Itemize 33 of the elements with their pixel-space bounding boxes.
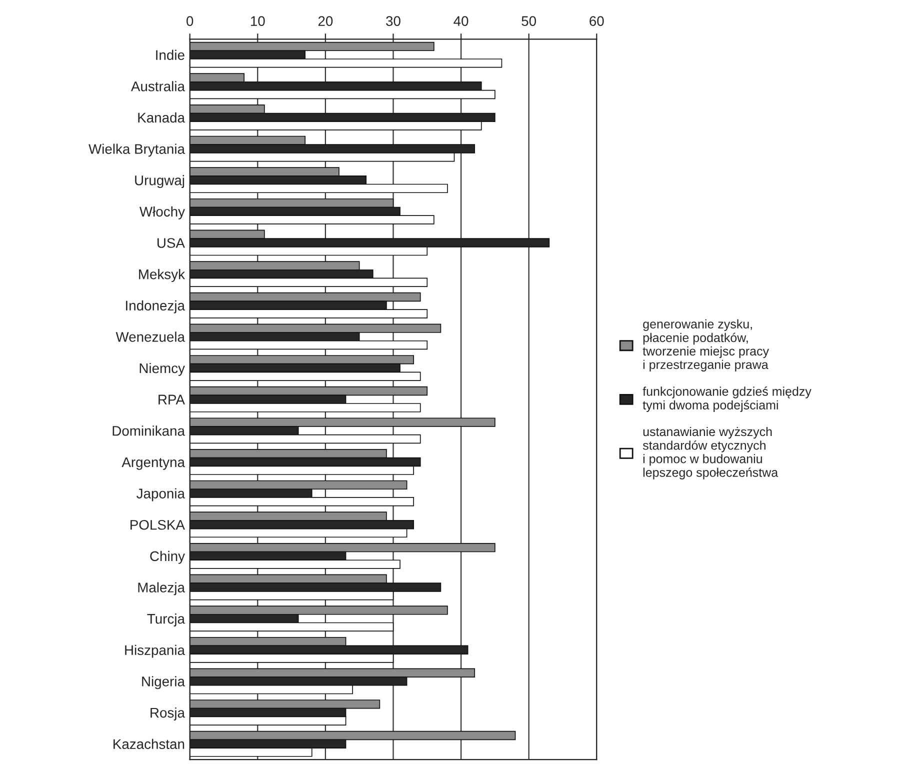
y-tick-label: Japonia	[136, 488, 185, 502]
y-tick-label: Indie	[156, 50, 184, 60]
x-tick-label: 10	[250, 16, 265, 26]
y-tick-label: Kazachstan	[114, 738, 184, 750]
y-tick-label: Rosja	[150, 707, 185, 720]
y-tick-label: Niemcy	[140, 362, 185, 376]
x-tick-label: 0	[186, 16, 194, 26]
y-tick-label: Indonezja	[126, 300, 185, 314]
x-tick-label: 60	[590, 16, 604, 26]
x-tick-label: 30	[386, 16, 400, 26]
y-tick-label: Argentyna	[122, 457, 185, 470]
y-tick-label: Australia	[130, 81, 185, 92]
y-tick-label: Wielka Brytania	[88, 144, 185, 157]
legend-label: funkcjonowanie gdzieś między tymi dwoma podejściami	[642, 386, 812, 412]
y-tick-label: Malezja	[138, 582, 185, 596]
y-tick-label: Meksyk	[139, 269, 185, 282]
y-tick-label: USA	[157, 238, 185, 248]
x-tick-label: 20	[318, 16, 333, 26]
x-tick-label: 40	[454, 16, 468, 26]
legend-label: ustanawianie wyższych standardów etycznych i pomoc w budowaniu lepszego społeczeństwa	[642, 426, 778, 480]
y-tick-label: Urugwaj	[135, 175, 184, 188]
y-tick-label: Chiny	[150, 550, 185, 564]
x-tick-label: 50	[522, 16, 536, 26]
y-tick-label: Dominikana	[112, 426, 185, 436]
y-tick-label: Wenezuela	[116, 332, 185, 342]
y-tick-label: POLSKA	[130, 520, 185, 530]
legend-label: generowanie zysku, płacenie podatków, tworzenie miejsc pracy i przestrzeganie prawa	[642, 319, 769, 372]
y-tick-label: Włochy	[140, 206, 185, 220]
y-tick-label: Nigeria	[142, 676, 185, 690]
y-tick-label: Hiszpania	[125, 644, 185, 658]
y-tick-label: Turcja	[147, 614, 185, 626]
y-tick-label: Kanada	[138, 112, 185, 123]
y-tick-label: RPA	[158, 394, 185, 404]
